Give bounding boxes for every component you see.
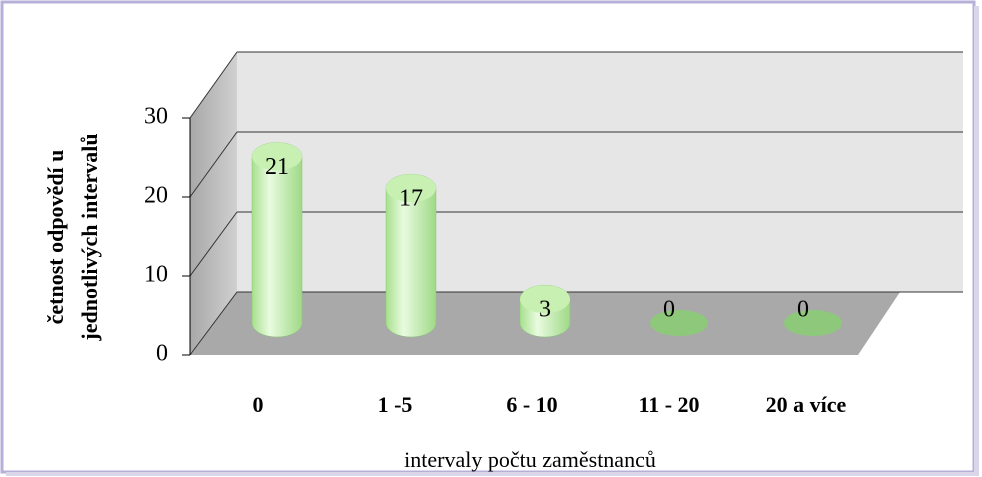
bar-top bbox=[252, 142, 302, 171]
bar bbox=[650, 310, 708, 336]
x-tick-label: 11 - 20 bbox=[638, 392, 699, 417]
bar-top bbox=[520, 285, 570, 314]
x-tick-label: 6 - 10 bbox=[506, 392, 557, 417]
y-tick-label: 0 bbox=[156, 341, 168, 367]
value-label: 0 bbox=[663, 297, 675, 323]
y-tick-label: 20 bbox=[144, 183, 168, 209]
side-wall bbox=[190, 52, 237, 355]
grid-line bbox=[189, 51, 238, 119]
value-label: 21 bbox=[265, 154, 289, 180]
bar-top bbox=[386, 174, 436, 203]
x-tick-label: 1 -5 bbox=[378, 392, 413, 417]
grid-line bbox=[189, 291, 238, 356]
value-label: 3 bbox=[539, 297, 551, 323]
frame-shadow bbox=[6, 472, 978, 476]
grid-line bbox=[189, 211, 238, 277]
x-tick-label: 0 bbox=[253, 392, 264, 417]
x-tick-label: 20 a více bbox=[766, 392, 847, 417]
back-wall bbox=[237, 52, 963, 292]
y-tick-label: 10 bbox=[144, 262, 168, 288]
value-label: 0 bbox=[797, 297, 809, 323]
value-label: 17 bbox=[399, 186, 423, 212]
y-axis-title: jednotlivých intervalů bbox=[77, 133, 102, 341]
y-tick-label: 30 bbox=[144, 104, 168, 130]
frame-shadow bbox=[974, 6, 979, 476]
bar bbox=[784, 310, 842, 336]
grid-line bbox=[189, 131, 238, 198]
y-axis-title: četnost odpovědí u bbox=[43, 150, 68, 325]
x-axis-title: intervaly počtu zaměstnanců bbox=[404, 447, 656, 472]
